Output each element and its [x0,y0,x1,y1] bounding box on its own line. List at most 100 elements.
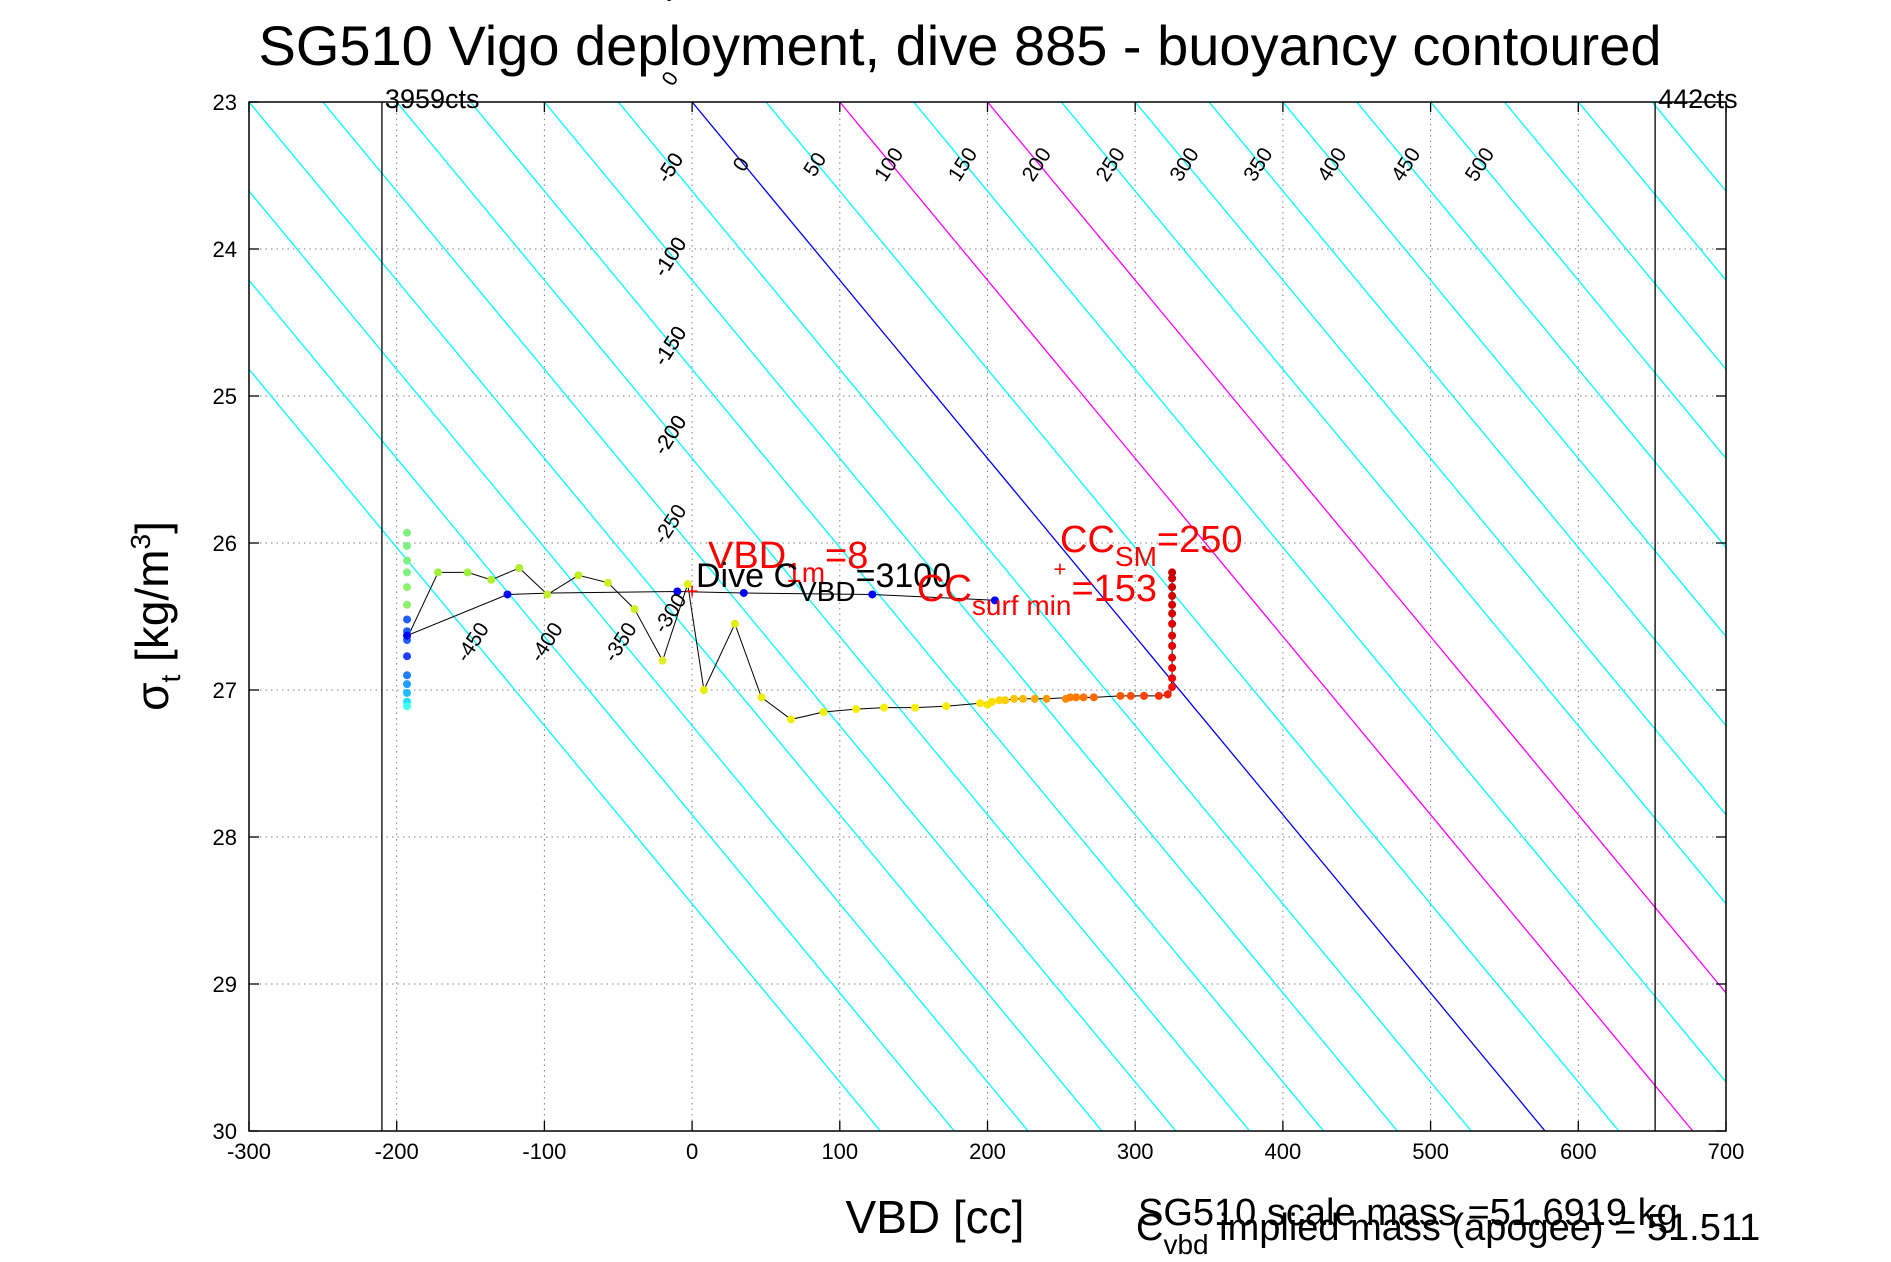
descent-point [683,580,692,589]
x-tick-label: 300 [1117,1139,1154,1164]
contour-line [396,102,1251,1131]
descent-point [403,615,412,624]
descent-point [403,671,412,680]
descent-point [911,703,920,712]
descent-point [1168,631,1177,640]
descent-point [403,702,412,711]
y-axis-label: σt [kg/m3] [125,521,186,711]
y-tick-label: 25 [213,384,237,409]
descent-point [880,703,889,712]
descent-point [1010,694,1019,703]
descent-point [976,699,985,708]
contour-line [1134,102,1726,816]
x-tick-label: 100 [821,1139,858,1164]
contour-line [986,102,1726,994]
y-tick-label: 26 [213,531,237,556]
contour-line [249,190,1029,1131]
descent-point [403,541,412,550]
descent-point [403,556,412,565]
y-tick-label: 24 [213,237,237,262]
descent-point [1168,653,1177,662]
descent-point [1168,641,1177,650]
contour-line [1282,102,1726,638]
descent-point [995,696,1004,705]
plus-marker: + [1053,556,1066,581]
limit-line-label: 3959cts [385,84,480,114]
descent-point [1168,663,1177,672]
descent-point [1116,691,1125,700]
descent-point [434,568,443,577]
contour-line [617,102,1472,1131]
annotation-vbd-1m: VBD1m=8 [708,535,868,588]
descent-point [543,590,552,599]
contour-line [913,102,1726,1084]
x-tick-label: 200 [969,1139,1006,1164]
ascent-point [990,596,999,605]
contour-line [249,279,955,1131]
contour-line [543,102,1398,1131]
x-tick-label: -200 [375,1139,419,1164]
descent-point [1154,691,1163,700]
y-tick-label: 30 [213,1119,237,1144]
descent-point [787,715,796,724]
descent-point [1126,691,1135,700]
descent-point [1168,600,1177,609]
descent-point [1168,568,1177,577]
descent-point [1168,591,1177,600]
limit-line-label: 442cts [1658,84,1738,114]
data-points [403,528,1177,724]
limit-lines: 3959cts 442cts [381,84,1738,1131]
y-tick-label: 29 [213,972,237,997]
ascent-point [503,590,512,599]
x-tick-label: 400 [1265,1139,1302,1164]
contour-line [1503,102,1726,371]
annotation-cc-sm: CCSM=250 [1060,519,1242,572]
contour-line [839,102,1694,1131]
descent-point [942,702,951,711]
descent-point [1018,694,1027,703]
contour-line [470,102,1325,1131]
descent-point [1079,693,1088,702]
descent-point [1168,574,1177,583]
descent-point [1168,674,1177,683]
contour-line [1577,102,1726,282]
descent-point [403,568,412,577]
descent-point [819,708,828,717]
axis-ticks: -300 -200 -100 0 100 200 300 400 500 600 700 23 24 25… [213,90,1745,1164]
x-tick-label: -100 [522,1139,566,1164]
x-tick-label: 500 [1412,1139,1449,1164]
contour-line [1208,102,1726,727]
footer-scale-mass: SG510 scale mass =51.6919 kg [1138,1192,1678,1234]
descent-point [658,656,667,665]
descent-point [757,693,766,702]
annotation-cc-surf-min: CCsurf min=153 [917,568,1157,621]
y-tick-label: 23 [213,90,237,115]
descent-point [1001,696,1010,705]
descent-point [1066,693,1075,702]
x-axis-label: VBD [cc] [846,1191,1025,1243]
descent-point [852,705,861,714]
ascent-point [868,590,877,599]
descent-point [403,688,412,697]
descent-point [630,605,639,614]
descent-point [1072,693,1081,702]
contour-line [1430,102,1726,460]
annotation-dive-c-vbd: Dive CVBD=3100 [696,557,951,607]
chart-title: SG510 Vigo deployment, dive 885 - buoyan… [258,14,1661,77]
x-tick-label: 700 [1708,1139,1745,1164]
descent-point [1140,691,1149,700]
ascent-point [673,587,682,596]
descent-point [1168,619,1177,628]
descent-point [403,528,412,537]
grid [249,102,1726,1131]
contour-label: 50 [654,0,686,6]
descent-point [487,575,496,584]
contour-line [249,102,1103,1131]
x-tick-label: 600 [1560,1139,1597,1164]
x-tick-label: -300 [227,1139,271,1164]
descent-point [603,578,612,587]
descent-point [1042,694,1051,703]
contour-line [1356,102,1726,549]
